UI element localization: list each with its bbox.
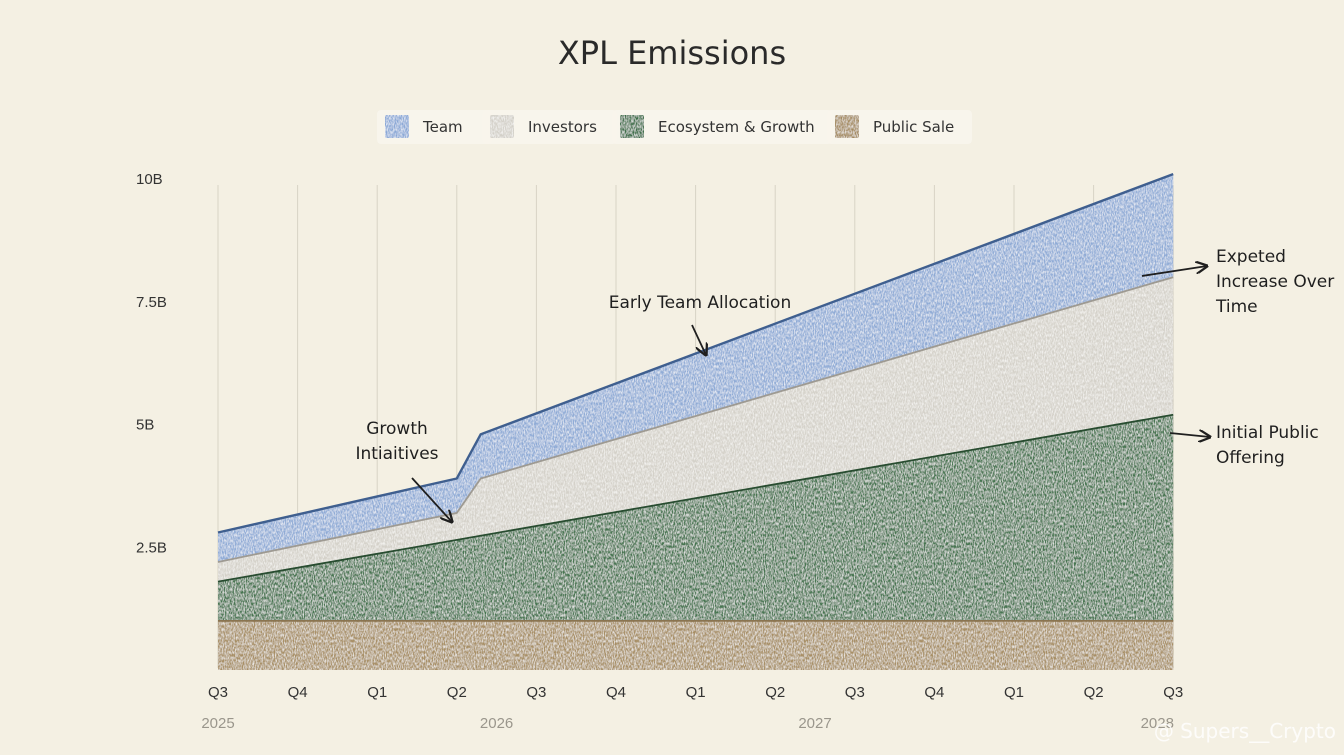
line-team (217, 172, 1174, 534)
annotation-text: Early Team Allocation (609, 293, 791, 313)
annotation: Growth Intiaitives (355, 419, 452, 522)
annotation-text: Offering (1216, 448, 1285, 468)
x-tick-label: Q2 (765, 684, 785, 701)
area-ecosystem-growth (218, 414, 1174, 621)
legend-swatch (835, 115, 859, 138)
chart-title: XPL Emissions (558, 34, 786, 72)
annotation-text: Growth (366, 419, 428, 439)
year-label: 2025 (201, 715, 234, 732)
year-label: 2028 (1141, 715, 1174, 732)
annotation-arrow (1141, 266, 1207, 277)
area-investors (218, 277, 1174, 582)
legend-label: Investors (528, 118, 597, 136)
x-tick-label: Q1 (686, 684, 706, 701)
annotation-text: Expeted (1216, 247, 1286, 267)
y-tick-label: 5B (136, 417, 154, 434)
x-tick-label: Q3 (845, 684, 865, 701)
line-investors (217, 276, 1174, 563)
annotation-text: Increase Over (1216, 272, 1334, 292)
x-tick-label: Q2 (1084, 684, 1104, 701)
y-tick-label: 7.5B (136, 294, 167, 311)
legend-swatch (620, 115, 644, 138)
watermark: @ Supers__Crypto (1154, 719, 1336, 743)
x-tick-label: Q2 (447, 684, 467, 701)
x-tick-label: Q4 (606, 684, 626, 701)
legend-label: Ecosystem & Growth (658, 118, 815, 136)
legend-item: Investors (482, 110, 617, 144)
legend-swatch (385, 115, 409, 138)
annotation: Early Team Allocation (609, 293, 791, 355)
x-tick-label: Q3 (1163, 684, 1183, 701)
annotation-arrow (1169, 433, 1210, 437)
legend-label: Team (422, 118, 463, 136)
annotation-text: Intiaitives (355, 444, 438, 464)
x-tick-label: Q4 (924, 684, 944, 701)
legend-label: Public Sale (873, 118, 954, 136)
year-label: 2027 (798, 715, 831, 732)
x-tick-label: Q3 (526, 684, 546, 701)
y-tick-label: 10B (136, 171, 163, 188)
area-team (218, 174, 1174, 562)
x-tick-label: Q1 (1004, 684, 1024, 701)
annotation-arrow (411, 477, 452, 522)
x-tick-label: Q4 (288, 684, 308, 701)
legend-item: Public Sale (827, 110, 972, 144)
annotation-arrow (691, 324, 706, 355)
legend-item: Team (377, 110, 492, 144)
legend-item: Ecosystem & Growth (612, 110, 832, 144)
annotation-text: Initial Public (1216, 423, 1319, 443)
line-ecosystem-growth (217, 413, 1174, 583)
year-label: 2026 (480, 715, 513, 732)
annotation: Initial Public Offering (1169, 423, 1319, 468)
legend-swatch (490, 115, 514, 138)
x-tick-label: Q1 (367, 684, 387, 701)
area-public-sale (218, 620, 1174, 670)
annotation-text: Time (1215, 297, 1258, 317)
y-tick-label: 2.5B (136, 539, 167, 556)
x-tick-label: Q3 (208, 684, 228, 701)
annotation: Expeted Increase Over Time (1141, 247, 1334, 317)
